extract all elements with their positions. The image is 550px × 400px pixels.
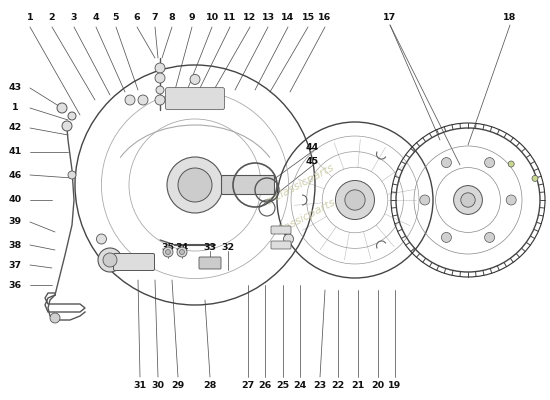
Text: e-classicparts: e-classicparts bbox=[264, 163, 336, 207]
Text: 17: 17 bbox=[383, 14, 397, 22]
Circle shape bbox=[166, 250, 170, 254]
Circle shape bbox=[442, 158, 452, 168]
Text: 2: 2 bbox=[49, 14, 56, 22]
Circle shape bbox=[454, 186, 482, 214]
Text: 37: 37 bbox=[8, 260, 21, 270]
Circle shape bbox=[103, 253, 117, 267]
Text: 3: 3 bbox=[71, 14, 77, 22]
Circle shape bbox=[167, 157, 223, 213]
Text: 38: 38 bbox=[8, 240, 21, 250]
Circle shape bbox=[177, 247, 187, 257]
Circle shape bbox=[178, 168, 212, 202]
Circle shape bbox=[442, 232, 452, 242]
Circle shape bbox=[336, 180, 375, 220]
FancyBboxPatch shape bbox=[271, 241, 291, 249]
Text: 33: 33 bbox=[204, 244, 217, 252]
Text: 40: 40 bbox=[8, 196, 21, 204]
Text: 6: 6 bbox=[134, 14, 140, 22]
Text: 26: 26 bbox=[258, 380, 272, 390]
Circle shape bbox=[155, 63, 165, 73]
Circle shape bbox=[50, 313, 60, 323]
FancyBboxPatch shape bbox=[199, 257, 221, 269]
Text: 36: 36 bbox=[8, 280, 21, 290]
Circle shape bbox=[68, 171, 76, 179]
Circle shape bbox=[155, 73, 165, 83]
Circle shape bbox=[190, 74, 200, 84]
Text: 46: 46 bbox=[8, 170, 21, 180]
Text: 39: 39 bbox=[8, 218, 21, 226]
Text: 4: 4 bbox=[93, 14, 100, 22]
Text: 16: 16 bbox=[318, 14, 332, 22]
Text: 35: 35 bbox=[162, 244, 174, 252]
FancyBboxPatch shape bbox=[222, 176, 274, 194]
Circle shape bbox=[138, 95, 148, 105]
Circle shape bbox=[461, 193, 475, 207]
Text: 29: 29 bbox=[172, 380, 185, 390]
Text: 10: 10 bbox=[206, 14, 218, 22]
Text: 12: 12 bbox=[243, 14, 257, 22]
Text: 27: 27 bbox=[241, 380, 255, 390]
Circle shape bbox=[532, 175, 538, 182]
Circle shape bbox=[125, 95, 135, 105]
Text: 1: 1 bbox=[12, 104, 18, 112]
Text: 21: 21 bbox=[351, 380, 365, 390]
Circle shape bbox=[485, 158, 494, 168]
Circle shape bbox=[179, 250, 184, 254]
Circle shape bbox=[345, 190, 365, 210]
Text: 25: 25 bbox=[277, 380, 289, 390]
Text: 15: 15 bbox=[301, 14, 315, 22]
Text: 11: 11 bbox=[223, 14, 236, 22]
FancyBboxPatch shape bbox=[166, 88, 224, 110]
Text: 24: 24 bbox=[293, 380, 307, 390]
Text: 9: 9 bbox=[189, 14, 195, 22]
Text: 14: 14 bbox=[282, 14, 295, 22]
Text: 8: 8 bbox=[169, 14, 175, 22]
Text: 45: 45 bbox=[305, 158, 318, 166]
Text: 19: 19 bbox=[388, 380, 401, 390]
Circle shape bbox=[420, 195, 430, 205]
Text: 13: 13 bbox=[261, 14, 274, 22]
Circle shape bbox=[68, 112, 76, 120]
Circle shape bbox=[284, 234, 294, 244]
Text: 31: 31 bbox=[134, 380, 146, 390]
Text: 28: 28 bbox=[204, 380, 217, 390]
Text: 30: 30 bbox=[151, 380, 164, 390]
FancyBboxPatch shape bbox=[271, 226, 291, 234]
Text: 7: 7 bbox=[152, 14, 158, 22]
Circle shape bbox=[506, 195, 516, 205]
Text: 23: 23 bbox=[314, 380, 327, 390]
Circle shape bbox=[96, 234, 107, 244]
Circle shape bbox=[155, 95, 165, 105]
Circle shape bbox=[508, 161, 514, 167]
Circle shape bbox=[156, 86, 164, 94]
Text: 44: 44 bbox=[305, 144, 318, 152]
Circle shape bbox=[163, 247, 173, 257]
FancyBboxPatch shape bbox=[113, 254, 155, 270]
Text: 5: 5 bbox=[113, 14, 119, 22]
Text: 20: 20 bbox=[371, 380, 384, 390]
Text: 34: 34 bbox=[175, 244, 189, 252]
Text: 41: 41 bbox=[8, 148, 21, 156]
Circle shape bbox=[98, 248, 122, 272]
Text: 1: 1 bbox=[27, 14, 34, 22]
Text: classicparts 1885: classicparts 1885 bbox=[274, 183, 365, 237]
Text: 32: 32 bbox=[222, 244, 234, 252]
Circle shape bbox=[57, 103, 67, 113]
Text: 18: 18 bbox=[503, 14, 516, 22]
Circle shape bbox=[485, 232, 494, 242]
Text: 42: 42 bbox=[8, 124, 21, 132]
Circle shape bbox=[62, 121, 72, 131]
Text: 43: 43 bbox=[8, 84, 21, 92]
Text: 22: 22 bbox=[331, 380, 345, 390]
